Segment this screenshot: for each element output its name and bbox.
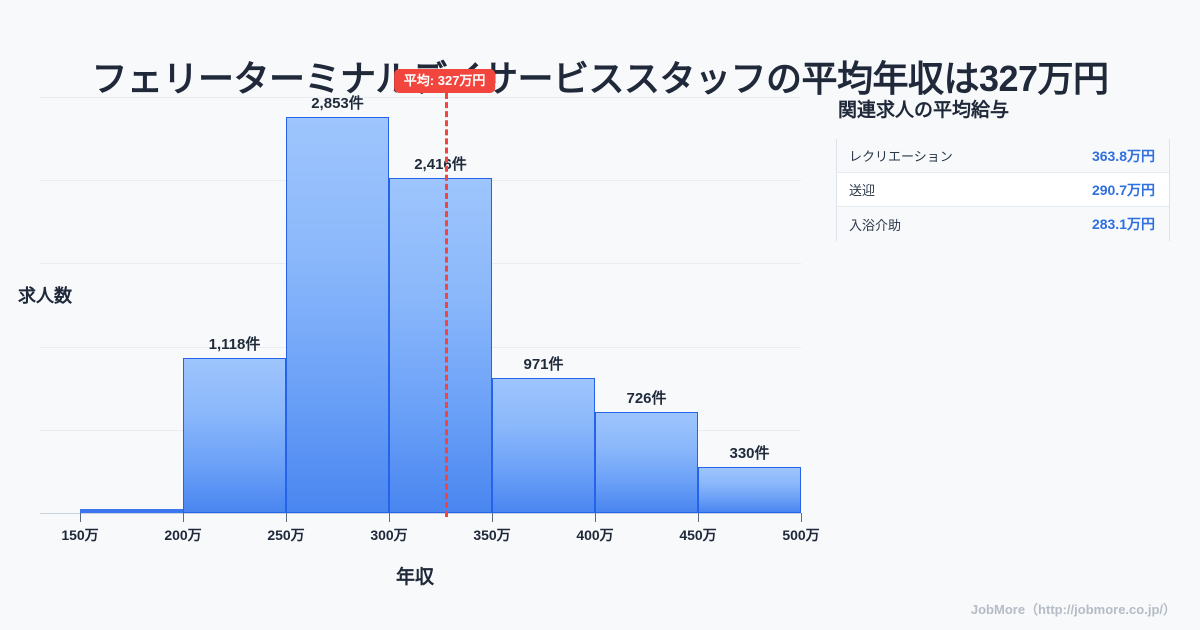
x-axis-tick <box>595 513 596 522</box>
gridline <box>40 97 801 98</box>
table-row[interactable]: レクリエーション 363.8万円 <box>837 139 1169 173</box>
x-axis-tick-label: 400万 <box>576 527 614 543</box>
bar-value-label: 2,853件 <box>311 95 364 113</box>
related-jobs-title: 関連求人の平均給与 <box>838 100 1010 121</box>
page-title: フェリーターミナルデイサービススタッフの平均年収は327万円 <box>91 58 1109 100</box>
bar-value-label: 971件 <box>523 356 564 374</box>
table-row[interactable]: 送迎 290.7万円 <box>837 173 1169 207</box>
related-job-salary: 363.8万円 <box>1091 147 1155 164</box>
x-axis-baseline <box>40 513 801 514</box>
bar <box>286 117 389 513</box>
x-axis-title: 年収 <box>395 567 434 588</box>
bar <box>698 467 801 513</box>
x-axis-tick-label: 200万 <box>164 527 202 543</box>
related-jobs-panel: 関連求人の平均給与 レクリエーション 363.8万円送迎 290.7万円入浴介助 28… <box>836 95 1176 241</box>
bar <box>389 177 492 513</box>
x-axis-tick-label: 500万 <box>782 527 820 543</box>
related-jobs-table: レクリエーション 363.8万円送迎 290.7万円入浴介助 283.1万円 <box>836 139 1170 241</box>
x-axis-tick-label: 350万 <box>473 527 511 543</box>
x-axis-tick-label: 150万 <box>61 527 99 543</box>
table-row[interactable]: 入浴介助 283.1万円 <box>837 207 1169 241</box>
bar-value-label: 330件 <box>729 445 770 463</box>
related-job-salary: 290.7万円 <box>1091 181 1155 198</box>
bar-value-label: 2,416件 <box>414 155 467 173</box>
x-axis-tick <box>801 513 802 522</box>
y-axis-title: 求人数 <box>18 286 72 306</box>
bar <box>595 412 698 513</box>
bar <box>80 509 183 513</box>
salary-histogram-chart: 求人数 1,118件 2,853件 2,416件 971件 726件 330件 150万 20… <box>0 69 830 600</box>
x-axis-tick <box>286 513 287 522</box>
x-axis-tick <box>183 513 184 522</box>
plot-area: 1,118件 2,853件 2,416件 971件 726件 330件 150万 200万 25… <box>40 69 820 543</box>
bar <box>492 378 595 513</box>
x-axis-tick <box>492 513 493 522</box>
related-job-label: 送迎 <box>849 183 876 198</box>
x-axis-tick <box>389 513 390 522</box>
average-marker-line <box>444 93 448 517</box>
bar-value-label: 1,118件 <box>208 335 261 353</box>
x-axis-tick <box>698 513 699 522</box>
x-axis-tick-label: 300万 <box>370 527 408 543</box>
related-job-label: 入浴介助 <box>849 217 902 233</box>
x-axis-tick-label: 250万 <box>267 527 305 543</box>
x-axis-tick <box>80 513 81 522</box>
bar <box>183 357 286 513</box>
related-job-salary: 283.1万円 <box>1091 216 1155 232</box>
x-axis-tick-label: 450万 <box>679 527 717 543</box>
bar-value-label: 726件 <box>626 390 667 408</box>
footer-watermark: JobMore（http://jobmore.co.jp/） <box>970 602 1176 617</box>
average-marker-badge: 平均: 327万円 <box>393 69 496 93</box>
related-job-label: レクリエーション <box>849 149 953 164</box>
